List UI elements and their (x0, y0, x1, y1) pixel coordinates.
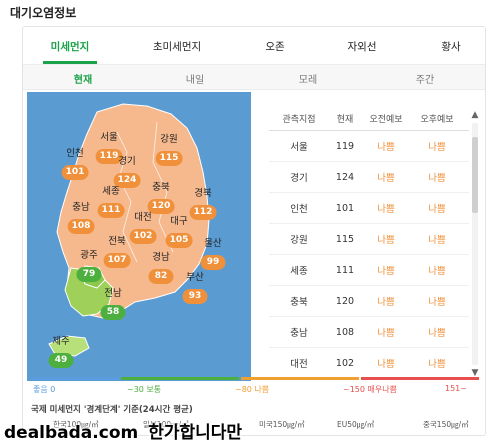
tab-tomorrow[interactable]: 내일 (185, 75, 205, 86)
region-jeju[interactable]: 제주 49 (48, 336, 74, 368)
standard-footnote: 국제 미세먼지 '경계단계' 기준(24시간 평균) (31, 405, 193, 415)
region-incheon[interactable]: 인천 101 (61, 148, 89, 180)
value-badge: 99 (200, 255, 226, 270)
value-badge: 79 (76, 267, 102, 282)
standard-china: 중국150㎍/㎥ (423, 420, 469, 429)
legend-bar-bad (241, 377, 359, 380)
tab-ultrafine-dust[interactable]: 초미세먼지 (152, 41, 202, 53)
region-gyeonggi[interactable]: 경기 124 (113, 156, 141, 188)
air-quality-panel: 미세먼지 초미세먼지 오존 자외선 황사 현재 내일 모레 주간 서울 119 … (22, 26, 486, 436)
country-standards: 한국100㎍/㎥ 일본100㎍/㎥ 미국150㎍/㎥ EU50㎍/㎥ 중국150… (23, 419, 485, 435)
level-legend: 좋음 0 ~30 보통 ~80 나쁨 ~150 매우나쁨 151~ (31, 377, 479, 399)
korea-map: 서울 119 강원 115 인천 101 경기 124 세종 111 충북 12… (27, 92, 251, 381)
col-pm-forecast: 오후예보 (420, 115, 454, 125)
table-scrollbar[interactable]: ▲ ▼ (469, 107, 481, 381)
col-station: 관측지점 (282, 115, 316, 125)
value-badge: 119 (95, 149, 123, 164)
value-badge: 112 (189, 205, 217, 220)
region-gangwon[interactable]: 강원 115 (155, 134, 183, 166)
day-tabs: 현재 내일 모레 주간 (23, 64, 485, 90)
tab-yellow-dust[interactable]: 황사 (441, 41, 461, 53)
value-badge: 111 (97, 203, 125, 218)
value-badge: 82 (148, 269, 174, 284)
tab-fine-dust[interactable]: 미세먼지 (50, 41, 90, 53)
standard-korea: 한국100㎍/㎥ (53, 420, 99, 429)
value-badge: 108 (67, 219, 95, 234)
table-row: 강원 115 나쁨 나쁨 (269, 224, 469, 255)
tab-ozone[interactable]: 오존 (265, 41, 285, 53)
value-badge: 101 (61, 165, 89, 180)
table-row: 경기 124 나쁨 나쁨 (269, 162, 469, 193)
legend-normal: ~30 보통 (127, 385, 162, 394)
value-badge: 58 (100, 305, 126, 320)
tab-weekly[interactable]: 주간 (415, 75, 435, 86)
pollutant-tabs: 미세먼지 초미세먼지 오존 자외선 황사 (23, 27, 485, 64)
value-badge: 115 (155, 151, 183, 166)
region-jeonnam[interactable]: 전남 58 (100, 288, 126, 320)
legend-bar-very-bad (361, 377, 479, 380)
legend-bad: ~80 나쁨 (235, 385, 270, 394)
page-title: 대기오염정보 (10, 6, 77, 20)
station-table: 관측지점 현재 오전예보 오후예보 서울 119 나쁨 나쁨 경기 124 나쁨… (269, 107, 469, 381)
value-badge: 124 (113, 173, 141, 188)
region-chungnam[interactable]: 충남 108 (67, 202, 95, 234)
table-row: 충남 108 나쁨 나쁨 (269, 317, 469, 348)
region-gyeongnam[interactable]: 경남 82 (148, 252, 174, 284)
scroll-thumb[interactable] (472, 137, 478, 213)
watermark-site: dealbada.com (4, 423, 139, 443)
value-badge: 107 (103, 253, 131, 268)
tab-day-after[interactable]: 모레 (298, 75, 318, 86)
table-row: 대전 102 나쁨 나쁨 (269, 348, 469, 379)
standard-usa: 미국150㎍/㎥ (259, 420, 305, 429)
region-jeonbuk[interactable]: 전북 107 (103, 236, 131, 268)
table-header: 관측지점 현재 오전예보 오후예보 (269, 107, 469, 131)
region-daejeon[interactable]: 대전 102 (129, 212, 157, 244)
scroll-down-icon[interactable]: ▼ (471, 368, 479, 378)
value-badge: 93 (182, 289, 208, 304)
col-current: 현재 (336, 115, 354, 125)
region-gyeongbuk[interactable]: 경북 112 (189, 188, 217, 220)
region-gwangju[interactable]: 광주 79 (76, 250, 102, 282)
standard-eu: EU50㎍/㎥ (337, 420, 375, 429)
table-row: 세종 111 나쁨 나쁨 (269, 255, 469, 286)
watermark-text: 한가합니다만 (148, 423, 243, 443)
region-seoul[interactable]: 서울 119 (95, 132, 123, 164)
legend-good: 좋음 0 (33, 385, 56, 394)
region-busan[interactable]: 부산 93 (182, 272, 208, 304)
legend-bar-good (31, 377, 119, 380)
tab-now[interactable]: 현재 (73, 75, 93, 86)
legend-max: 151~ (445, 384, 467, 393)
table-row: 서울 119 나쁨 나쁨 (269, 131, 469, 162)
legend-bar-normal (121, 377, 239, 380)
value-badge: 49 (48, 353, 74, 368)
standard-japan: 일본100㎍/㎥ (143, 420, 189, 429)
value-badge: 105 (165, 233, 193, 248)
region-ulsan[interactable]: 울산 99 (200, 238, 226, 270)
legend-very-bad: ~150 매우나쁨 (343, 385, 397, 394)
region-sejong[interactable]: 세종 111 (97, 186, 125, 218)
scroll-track[interactable] (472, 123, 478, 365)
region-chungbuk[interactable]: 충북 120 (147, 182, 175, 214)
tab-uv[interactable]: 자외선 (347, 41, 377, 53)
value-badge: 120 (147, 199, 175, 214)
region-daegu[interactable]: 대구 105 (165, 216, 193, 248)
table-row: 충북 120 나쁨 나쁨 (269, 286, 469, 317)
scroll-up-icon[interactable]: ▲ (471, 110, 479, 120)
watermark: dealbada.com 한가합니다만 (4, 418, 242, 443)
table-row: 인천 101 나쁨 나쁨 (269, 193, 469, 224)
value-badge: 102 (129, 229, 157, 244)
active-tab-indicator (43, 61, 97, 64)
col-am-forecast: 오전예보 (369, 115, 403, 125)
